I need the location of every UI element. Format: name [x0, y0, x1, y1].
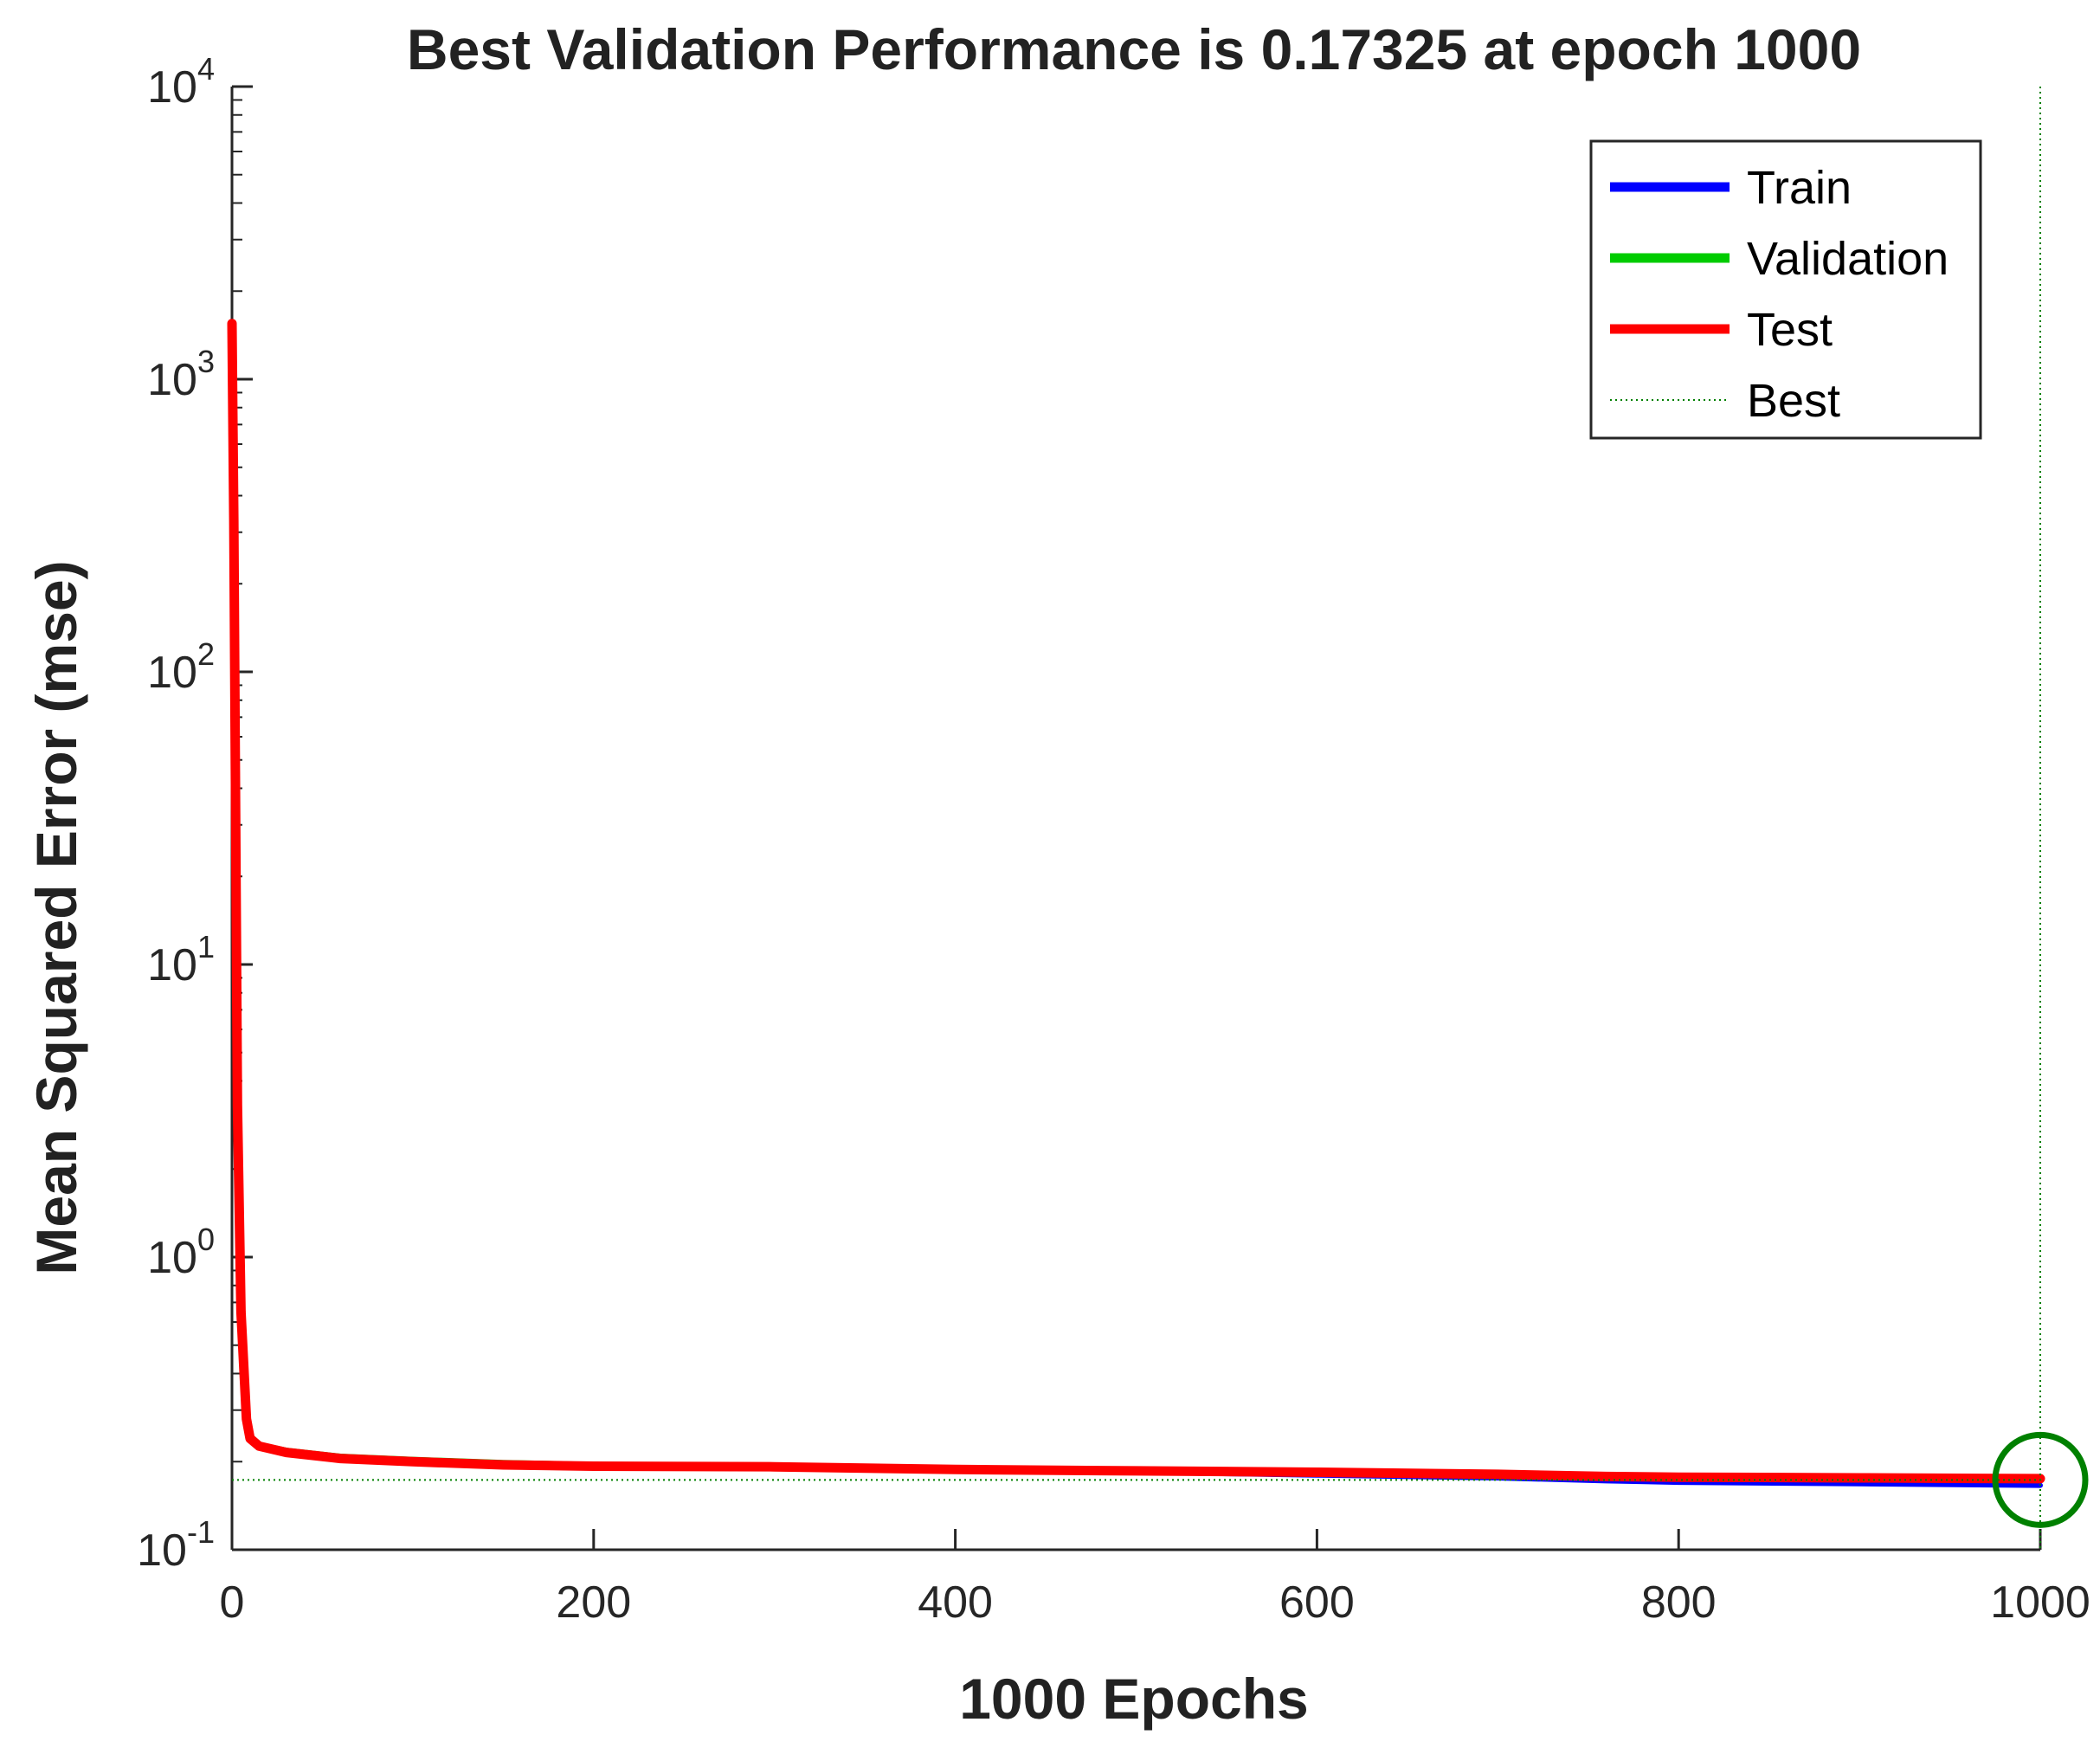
- best-circle: [1992, 1431, 2089, 1528]
- y-tick-label: 103: [147, 344, 215, 405]
- y-tick-exponent: 1: [197, 929, 215, 964]
- y-tick-base: 10: [147, 648, 197, 698]
- legend-label-test: Test: [1747, 304, 1833, 356]
- legend-label-train: Train: [1747, 162, 1852, 214]
- chart-title: Best Validation Performance is 0.17325 a…: [407, 17, 1861, 81]
- y-tick-label: 10-1: [137, 1514, 215, 1576]
- series-line-test: [227, 319, 2045, 1484]
- x-tick-label: 600: [1279, 1577, 1355, 1628]
- x-axis-ticks: 0 200 400 600 800 1000: [220, 1529, 2090, 1628]
- legend-label-best: Best: [1747, 375, 1840, 427]
- x-tick-label: 200: [556, 1577, 631, 1628]
- y-axis-label: Mean Squared Error (mse): [24, 560, 88, 1274]
- y-tick-base: 10: [147, 1233, 197, 1283]
- y-tick-base: 10: [147, 355, 197, 405]
- x-tick-label: 800: [1641, 1577, 1717, 1628]
- legend-label-validation: Validation: [1747, 233, 1949, 285]
- y-tick-base: 10: [147, 62, 197, 113]
- y-tick-label: 100: [147, 1222, 215, 1283]
- legend: Train Validation Test Best: [1589, 139, 1982, 440]
- y-tick-exponent: 4: [197, 51, 215, 87]
- y-tick-base: 10: [137, 1525, 187, 1576]
- best-marker-layer: [232, 87, 2089, 1550]
- y-tick-base: 10: [147, 940, 197, 990]
- y-tick-exponent: 0: [197, 1222, 215, 1257]
- x-tick-label: 1000: [1990, 1577, 2090, 1628]
- y-tick-label: 102: [147, 636, 215, 698]
- y-tick-label: 101: [147, 929, 215, 990]
- y-tick-exponent: 2: [197, 636, 215, 672]
- y-tick-label: 104: [147, 51, 215, 113]
- x-tick-label: 0: [220, 1577, 245, 1628]
- y-tick-exponent: -1: [187, 1514, 215, 1550]
- y-tick-exponent: 3: [197, 344, 215, 379]
- x-axis-label: 1000 Epochs: [959, 1667, 1309, 1731]
- x-tick-label: 400: [918, 1577, 993, 1628]
